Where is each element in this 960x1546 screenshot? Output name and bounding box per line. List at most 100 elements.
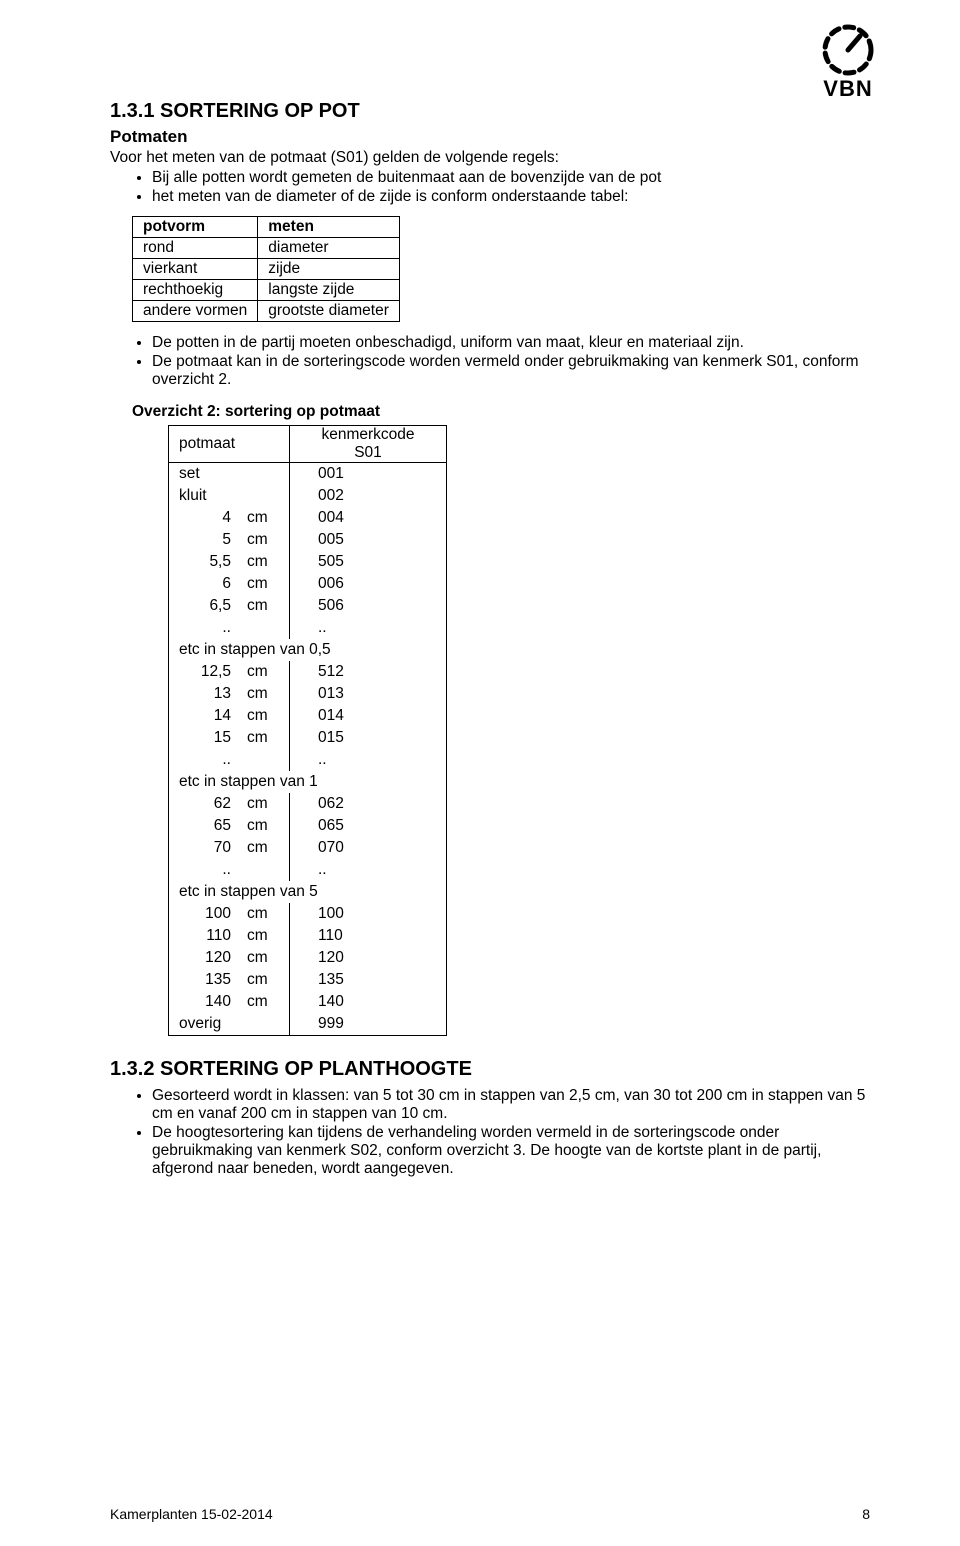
potmaat-dots: ..: [290, 749, 447, 771]
table-cell: vierkant: [133, 259, 258, 280]
table-cell: rechthoekig: [133, 280, 258, 301]
header-right-line2: S01: [354, 444, 382, 461]
potmaat-code: 505: [290, 551, 447, 573]
bullet-item: De hoogtesortering kan tijdens de verhan…: [152, 1124, 870, 1178]
potmaat-code: 006: [290, 573, 447, 595]
table-cell: zijde: [258, 259, 400, 280]
potmaat-dots: ..: [290, 859, 447, 881]
table-cell: diameter: [258, 238, 400, 259]
potmaat-code: 014: [290, 705, 447, 727]
potmaat-code: 512: [290, 661, 447, 683]
potmaat-code: 065: [290, 815, 447, 837]
potmaat-code: 013: [290, 683, 447, 705]
potmaat-code: 110: [290, 925, 447, 947]
potmaat-note: etc in stappen van 5: [169, 881, 447, 903]
potmaat-unit: cm: [239, 705, 290, 727]
potmaat-dots: ..: [169, 859, 240, 881]
potmaat-code: 015: [290, 727, 447, 749]
potmaat-val: 140: [169, 991, 240, 1013]
potmaat-unit: cm: [239, 793, 290, 815]
intro-text: Voor het meten van de potmaat (S01) geld…: [110, 149, 870, 167]
potmaat-code: 140: [290, 991, 447, 1013]
bullets-2: De potten in de partij moeten onbeschadi…: [110, 334, 870, 389]
potmaat-code: 062: [290, 793, 447, 815]
potmaat-unit: cm: [239, 683, 290, 705]
potmaat-code: 005: [290, 529, 447, 551]
potmaat-code: 506: [290, 595, 447, 617]
logo-text: VBN: [806, 76, 890, 102]
table-cell: langste zijde: [258, 280, 400, 301]
footer: Kamerplanten 15-02-2014 8: [110, 1506, 870, 1522]
potmaat-unit: cm: [239, 727, 290, 749]
bullet-item: De potten in de partij moeten onbeschadi…: [152, 334, 870, 352]
section-1-number: 1.3.1: [110, 100, 154, 122]
potmaat-code: 135: [290, 969, 447, 991]
potmaat-unit: cm: [239, 925, 290, 947]
table-cell: rond: [133, 238, 258, 259]
potmaat-unit: cm: [239, 969, 290, 991]
bullet-item: het meten van de diameter of de zijde is…: [152, 188, 870, 206]
potmaat-val: 6: [169, 573, 240, 595]
potmaat-unit: cm: [239, 661, 290, 683]
potmaat-label: kluit: [169, 485, 290, 507]
potmaat-val: 110: [169, 925, 240, 947]
potmaat-dots: ..: [169, 749, 240, 771]
potmaat-val: 62: [169, 793, 240, 815]
section-2-number: 1.3.2: [110, 1058, 154, 1080]
potmaat-val: 135: [169, 969, 240, 991]
bullet-item: De potmaat kan in de sorteringscode word…: [152, 353, 870, 389]
bullet-item: Gesorteerd wordt in klassen: van 5 tot 3…: [152, 1087, 870, 1123]
potmaat-header-right: kenmerkcode S01: [290, 426, 447, 463]
potmaat-val: 14: [169, 705, 240, 727]
potvorm-header: meten: [258, 217, 400, 238]
potmaat-code: 002: [290, 485, 447, 507]
footer-left: Kamerplanten 15-02-2014: [110, 1506, 273, 1522]
potmaat-unit: cm: [239, 815, 290, 837]
header-right-line1: kenmerkcode: [321, 426, 414, 443]
potmaat-note: etc in stappen van 0,5: [169, 639, 447, 661]
subhead-potmaten: Potmaten: [110, 127, 870, 147]
potmaat-code: 070: [290, 837, 447, 859]
overzicht-title: Overzicht 2: sortering op potmaat: [132, 403, 870, 421]
potmaat-unit: cm: [239, 991, 290, 1013]
potvorm-table: potvorm meten ronddiameter vierkantzijde…: [132, 216, 400, 322]
potmaat-val: 5,5: [169, 551, 240, 573]
potmaat-dots: ..: [290, 617, 447, 639]
potmaat-val: 15: [169, 727, 240, 749]
section-2-heading: 1.3.2 SORTERING OP PLANTHOOGTE: [110, 1058, 870, 1081]
potmaat-dots: ..: [169, 617, 240, 639]
potmaat-code: 999: [290, 1013, 447, 1036]
potmaat-val: 100: [169, 903, 240, 925]
footer-page-number: 8: [862, 1506, 870, 1522]
potmaat-label: overig: [169, 1013, 290, 1036]
vbn-logo: VBN: [806, 22, 890, 102]
potvorm-header: potvorm: [133, 217, 258, 238]
table-cell: grootste diameter: [258, 301, 400, 322]
potmaat-unit: cm: [239, 529, 290, 551]
potmaat-val: 6,5: [169, 595, 240, 617]
potmaat-code: 100: [290, 903, 447, 925]
potmaat-code: 120: [290, 947, 447, 969]
section-1-title: SORTERING OP POT: [160, 100, 360, 122]
potmaat-val: 13: [169, 683, 240, 705]
potmaat-unit: cm: [239, 551, 290, 573]
potmaat-unit: cm: [239, 507, 290, 529]
potmaat-val: 12,5: [169, 661, 240, 683]
potmaat-code: 001: [290, 463, 447, 486]
potmaat-val: 120: [169, 947, 240, 969]
potmaat-val: 5: [169, 529, 240, 551]
potmaat-table: potmaat kenmerkcode S01 set001kluit0024c…: [168, 425, 447, 1036]
section-1-heading: 1.3.1 SORTERING OP POT: [110, 100, 870, 123]
potmaat-unit: cm: [239, 573, 290, 595]
table-cell: andere vormen: [133, 301, 258, 322]
potmaat-code: 004: [290, 507, 447, 529]
potmaat-header-left: potmaat: [169, 426, 290, 463]
potmaat-unit: cm: [239, 595, 290, 617]
potmaat-val: 65: [169, 815, 240, 837]
bullet-item: Bij alle potten wordt gemeten de buitenm…: [152, 169, 870, 187]
potmaat-val: 70: [169, 837, 240, 859]
potmaat-unit: cm: [239, 947, 290, 969]
section-2-title: SORTERING OP PLANTHOOGTE: [160, 1058, 472, 1080]
potmaat-unit: cm: [239, 903, 290, 925]
bullets-3: Gesorteerd wordt in klassen: van 5 tot 3…: [110, 1087, 870, 1178]
